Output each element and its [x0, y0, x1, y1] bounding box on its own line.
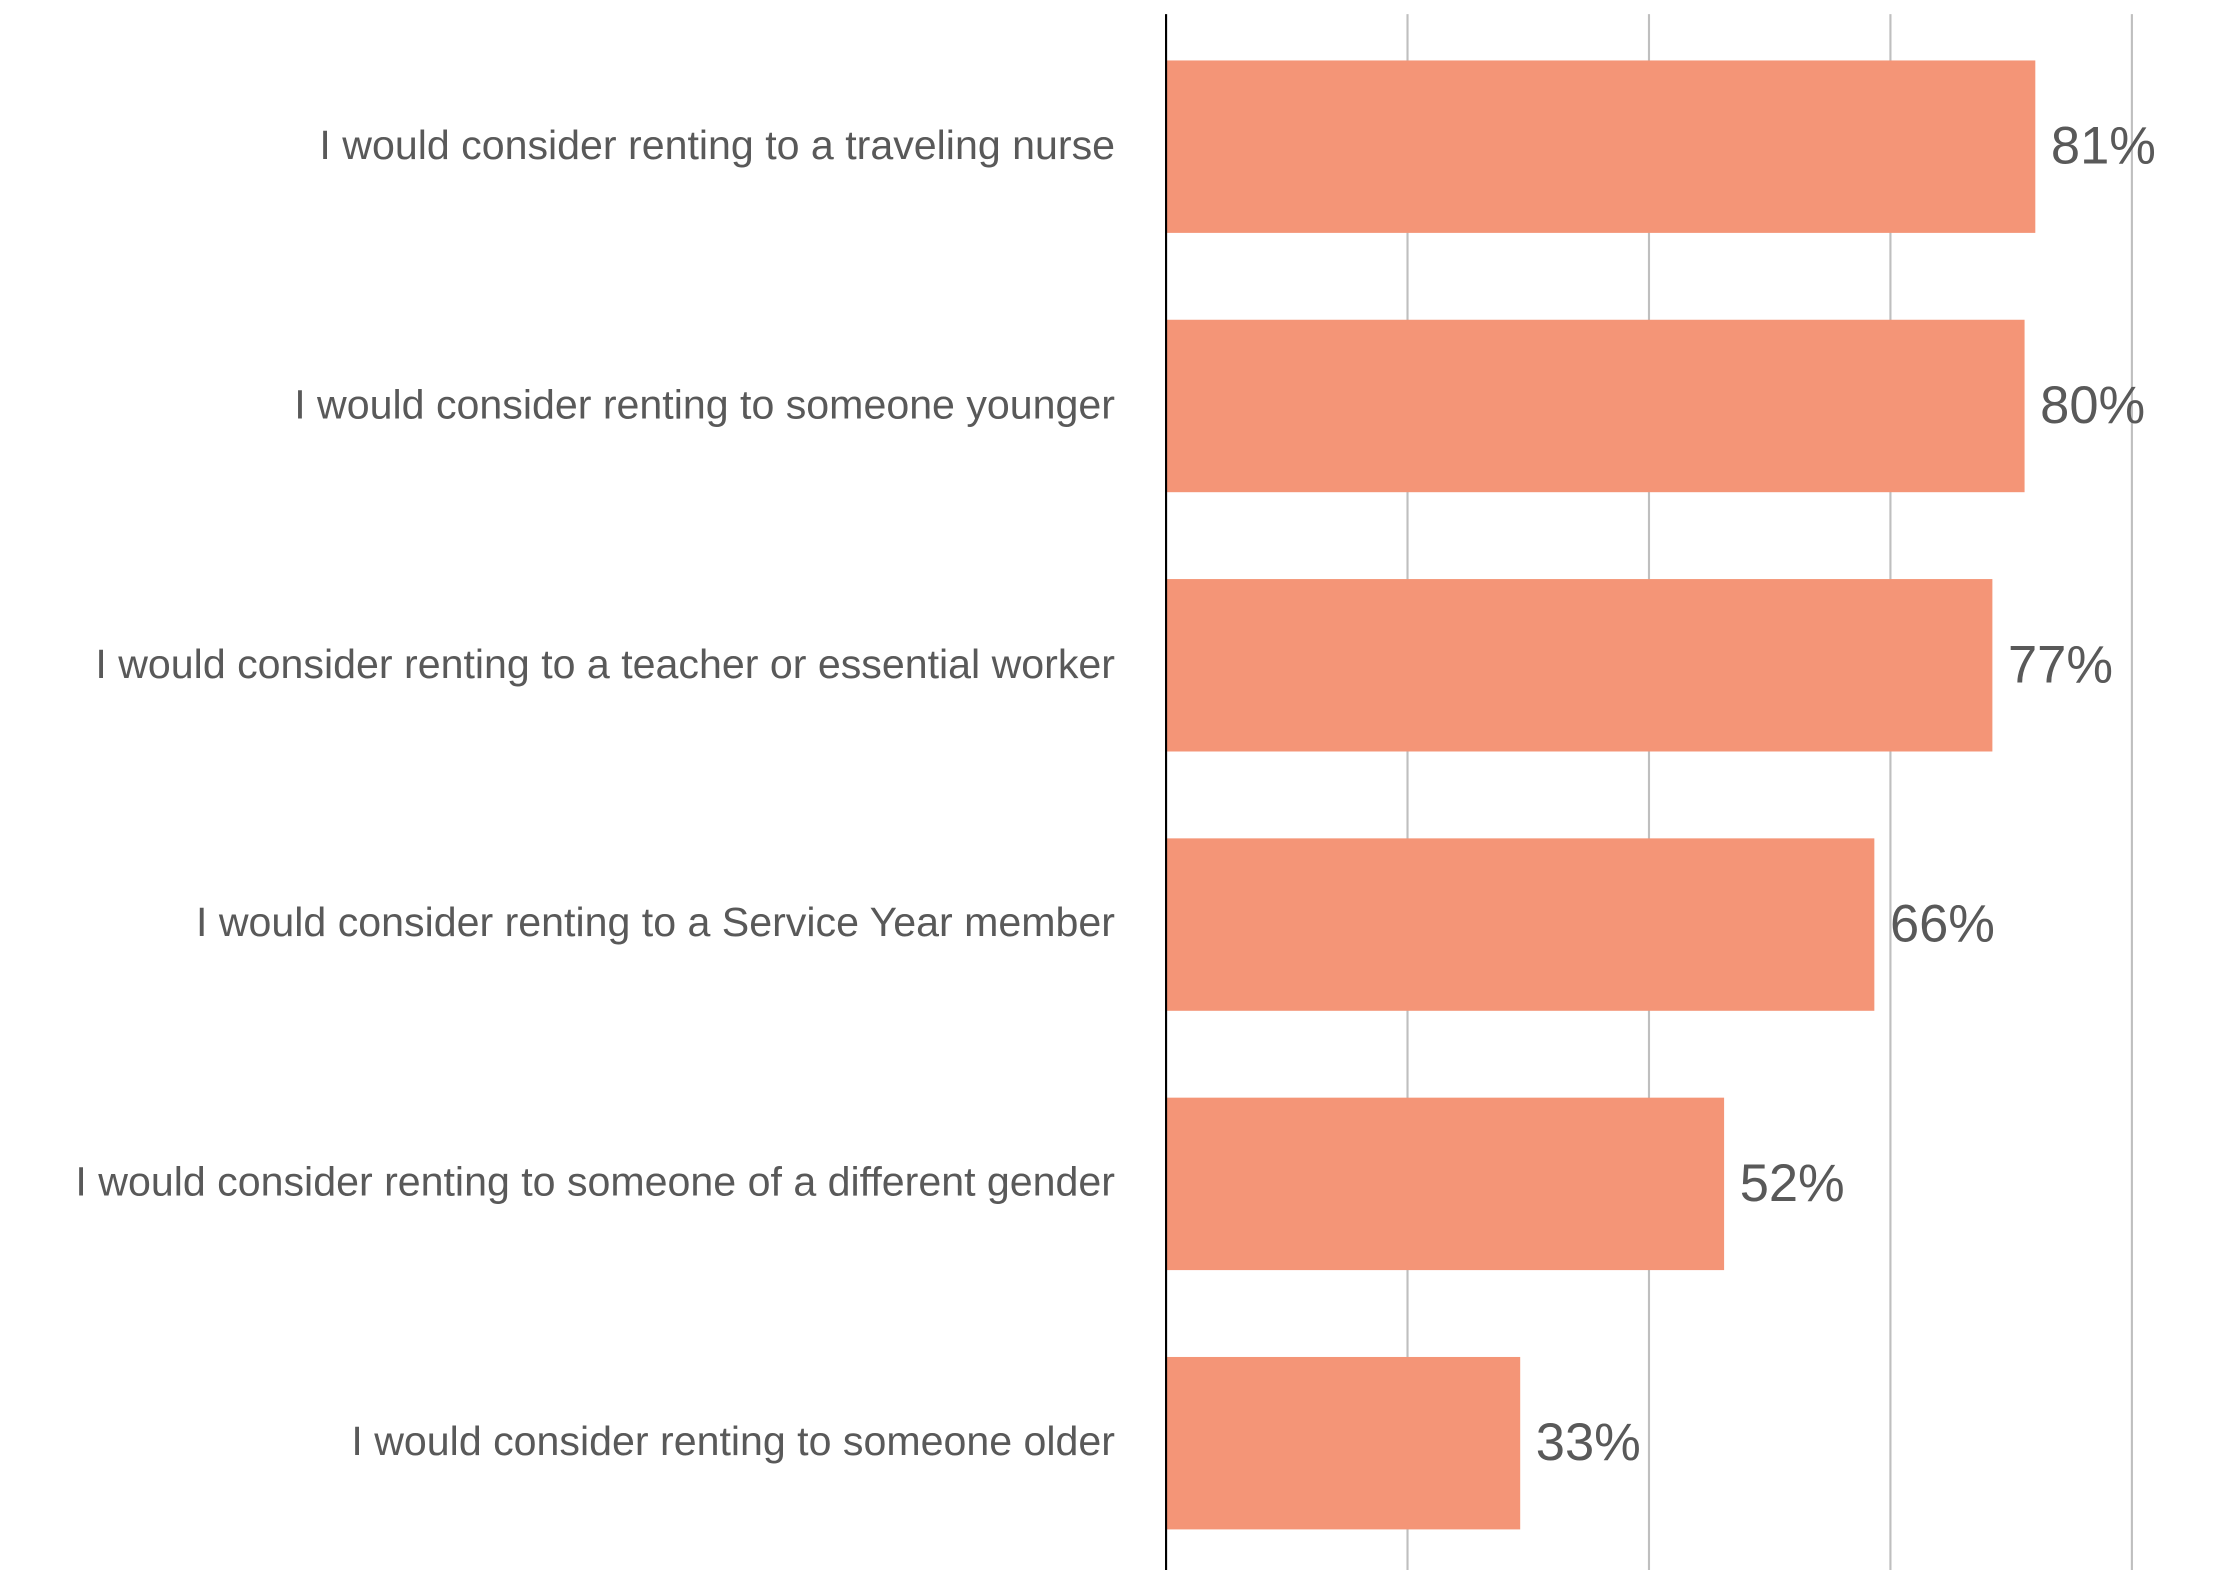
category-label-wrap: I would consider renting to someone of a…: [0, 1070, 1115, 1297]
bar: [1166, 319, 2025, 493]
category-label-box: I would consider renting to someone olde…: [0, 1330, 1115, 1557]
bar: [1166, 838, 1875, 1011]
category-label-box: I would consider renting to a Service Ye…: [0, 811, 1115, 1038]
data-label: 52%: [1740, 1155, 1845, 1213]
category-label-wrap: I would consider renting to a Service Ye…: [0, 811, 1115, 1038]
bar: [1166, 1097, 1725, 1271]
data-label: 80%: [2040, 377, 2145, 435]
bar: [1166, 60, 2036, 233]
category-label-box: I would consider renting to a traveling …: [0, 33, 1115, 260]
category-label-wrap: I would consider renting to someone olde…: [0, 1330, 1115, 1557]
category-label-box: I would consider renting to someone youn…: [0, 293, 1115, 520]
category-label: I would consider renting to a traveling …: [319, 123, 1116, 169]
category-label-wrap: I would consider renting to someone youn…: [0, 293, 1115, 520]
category-label: I would consider renting to someone youn…: [294, 382, 1116, 428]
category-label: I would consider renting to someone olde…: [351, 1419, 1116, 1466]
data-label: 81%: [2051, 118, 2156, 176]
category-label-wrap: I would consider renting to a teacher or…: [0, 552, 1115, 779]
category-label: I would consider renting to a teacher or…: [95, 641, 1116, 688]
bar: [1166, 1356, 1521, 1530]
data-label: 33%: [1536, 1414, 1641, 1472]
category-label-wrap: I would consider renting to a traveling …: [0, 33, 1115, 260]
category-label-box: I would consider renting to someone of a…: [0, 1070, 1115, 1297]
category-label: I would consider renting to someone of a…: [75, 1160, 1116, 1206]
category-label: I would consider renting to a Service Ye…: [195, 901, 1116, 947]
data-label: 66%: [1890, 896, 1995, 954]
category-label-box: I would consider renting to a teacher or…: [0, 552, 1115, 779]
bar: [1166, 579, 1993, 752]
data-label: 77%: [2008, 636, 2113, 694]
